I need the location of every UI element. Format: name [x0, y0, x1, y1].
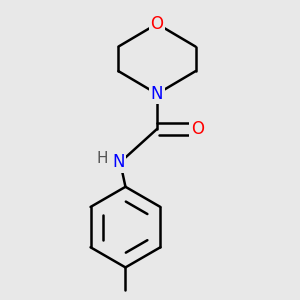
Text: H: H [96, 151, 108, 166]
Text: O: O [151, 15, 164, 33]
Text: O: O [191, 120, 204, 138]
Text: N: N [151, 85, 163, 103]
Text: N: N [112, 153, 125, 171]
